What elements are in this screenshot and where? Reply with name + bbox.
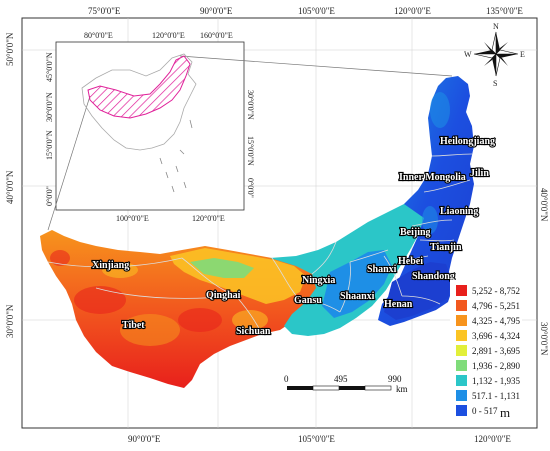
region-northeast xyxy=(378,76,474,326)
tick-top-75: 75°0'0"E xyxy=(88,6,121,16)
label-ningxia: Ningxia xyxy=(302,275,335,286)
inset-connector-top xyxy=(179,55,453,77)
inset-tick-right-30: 30°0'0"N xyxy=(246,90,255,120)
inset-tick-left-45: 45°0'0"N xyxy=(45,52,54,82)
label-tibet: Tibet xyxy=(122,320,145,331)
legend-swatch-3 xyxy=(456,330,467,341)
compass-w: W xyxy=(464,50,472,59)
study-area xyxy=(40,76,474,388)
legend-label-6: 1,132 - 1,935 xyxy=(472,376,520,386)
label-henan: Henan xyxy=(384,299,413,310)
legend-swatch-6 xyxy=(456,375,467,386)
compass-s: S xyxy=(493,79,497,88)
inset-south-sea-islands xyxy=(159,119,193,193)
tick-top-120: 120°0'0"E xyxy=(394,6,431,16)
scale-label-990: 990 xyxy=(388,374,402,384)
tick-right-30: 30°0'0"N xyxy=(539,322,549,356)
legend-swatch-1 xyxy=(456,300,467,311)
legend-label-0: 5,252 - 8,752 xyxy=(472,286,520,296)
legend-swatch-7 xyxy=(456,390,467,401)
inset-tick-bottom-120: 120°0'0"E xyxy=(192,214,225,223)
label-inner-mongolia: Inner Mongolia xyxy=(399,172,466,183)
inset-tick-left-15: 15°0'0"N xyxy=(45,130,54,160)
scale-bar: 0 495 990 km xyxy=(284,374,408,394)
legend-label-8: 0 - 517 xyxy=(472,406,498,416)
legend-swatch-8 xyxy=(456,405,467,416)
label-beijing: Beijing xyxy=(400,227,431,238)
legend-unit: m xyxy=(500,405,510,420)
province-boundaries xyxy=(47,153,473,335)
scale-label-495: 495 xyxy=(334,374,348,384)
tick-left-50: 50°0'0"N xyxy=(5,32,15,66)
inset-tick-right-0: 0°0'0" xyxy=(246,178,255,198)
tick-top-135: 135°0'0"E xyxy=(486,6,523,16)
label-sichuan: Sichuan xyxy=(236,326,271,337)
legend-swatch-5 xyxy=(456,360,467,371)
compass-e: E xyxy=(520,50,525,59)
bottom-tick-labels: 90°0'0"E 105°0'0"E 120°0'0"E xyxy=(128,434,511,444)
inset-tick-top-120: 120°0'0"E xyxy=(152,31,185,40)
left-tick-labels: 50°0'0"N 40°0'0"N 30°0'0"N xyxy=(5,32,15,338)
terrain-texture xyxy=(50,92,450,346)
province-labels: Heilongjiang Jilin Inner Mongolia Liaoni… xyxy=(91,135,496,338)
legend-label-2: 4,325 - 4,795 xyxy=(472,316,520,326)
tick-left-40: 40°0'0"N xyxy=(5,170,15,204)
tick-top-105: 105°0'0"E xyxy=(298,6,335,16)
legend-swatch-0 xyxy=(456,285,467,296)
label-qinghai: Qinghai xyxy=(206,290,241,301)
region-qaidam xyxy=(190,258,254,278)
right-tick-labels: 40°0'0"N 30°0'0"N xyxy=(539,188,549,356)
tick-top-90: 90°0'0"E xyxy=(200,6,233,16)
inset-map: 80°0'0"E 120°0'0"E 160°0'0"E 100°0'0"E 1… xyxy=(45,31,453,231)
region-plain xyxy=(384,262,452,320)
inset-tick-top-160: 160°0'0"E xyxy=(200,31,233,40)
scale-unit: km xyxy=(396,384,408,394)
label-hebei: Hebei xyxy=(398,256,423,267)
compass-n: N xyxy=(493,22,499,31)
legend: 5,252 - 8,752 4,796 - 5,251 4,325 - 4,795 3… xyxy=(450,280,522,426)
label-tianjin: Tianjin xyxy=(430,242,462,253)
tick-bottom-90: 90°0'0"E xyxy=(128,434,161,444)
compass-rose: N E S W xyxy=(464,22,525,88)
scale-label-0: 0 xyxy=(284,374,289,384)
legend-swatch-4 xyxy=(456,345,467,356)
region-loess xyxy=(322,250,392,318)
legend-label-4: 2,891 - 3,695 xyxy=(472,346,520,356)
inset-tick-bottom-100: 100°0'0"E xyxy=(116,214,149,223)
inset-china-outline xyxy=(81,53,197,151)
inset-connector-bottom xyxy=(47,95,91,231)
label-jilin: Jilin xyxy=(470,168,489,179)
legend-label-1: 4,796 - 5,251 xyxy=(472,301,520,311)
inset-tick-left-0: 0°0'0" xyxy=(45,186,54,206)
tick-right-40: 40°0'0"N xyxy=(539,188,549,222)
label-gansu: Gansu xyxy=(294,295,322,306)
inset-study-area xyxy=(87,55,191,119)
label-liaoning: Liaoning xyxy=(440,206,478,217)
inset-tick-top-80: 80°0'0"E xyxy=(84,31,113,40)
legend-label-5: 1,936 - 2,890 xyxy=(472,361,520,371)
inset-frame xyxy=(55,41,245,211)
legend-swatch-2 xyxy=(456,315,467,326)
tick-bottom-120: 120°0'0"E xyxy=(474,434,511,444)
label-shandong: Shandong xyxy=(412,271,455,282)
label-heilongjiang: Heilongjiang xyxy=(440,136,495,147)
label-shaanxi: Shaanxi xyxy=(340,291,375,302)
legend-label-3: 3,696 - 4,324 xyxy=(472,331,520,341)
top-tick-labels: 75°0'0"E 90°0'0"E 105°0'0"E 120°0'0"E 13… xyxy=(88,6,523,16)
tick-left-30: 30°0'0"N xyxy=(5,304,15,338)
legend-label-7: 517.1 - 1,131 xyxy=(472,391,520,401)
tick-bottom-105: 105°0'0"E xyxy=(298,434,335,444)
inset-tick-right-15: 15°0'0"N xyxy=(246,136,255,166)
label-shanxi: Shanxi xyxy=(367,264,397,275)
inset-tick-left-30: 30°0'0"N xyxy=(45,92,54,122)
label-xinjiang: Xinjiang xyxy=(92,260,129,271)
